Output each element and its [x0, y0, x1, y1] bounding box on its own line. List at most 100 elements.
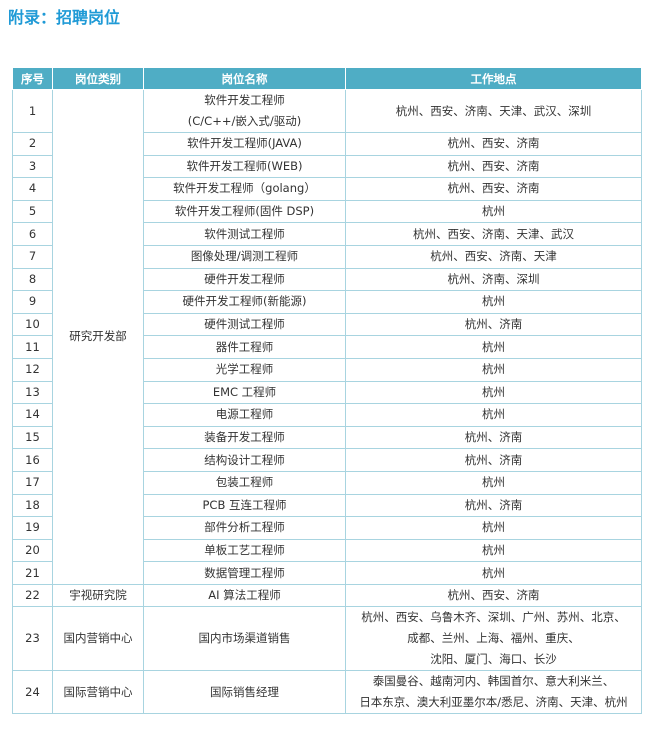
position-name: AI 算法工程师	[143, 583, 346, 608]
position-name: 国内市场渠道销售	[143, 606, 346, 672]
table-row: 20 单板工艺工程师 杭州	[12, 538, 642, 563]
row-number: 15	[12, 425, 53, 450]
position-name: 部件分析工程师	[143, 516, 346, 540]
position-name: 硬件开发工程师	[143, 267, 346, 292]
row-number: 9	[12, 290, 53, 314]
position-name: 图像处理/调测工程师	[143, 244, 346, 269]
column-header: 岗位名称	[143, 67, 346, 90]
row-number: 6	[12, 222, 53, 246]
table-row: 1 研究开发部 软件开发工程师 (C/C++/嵌入式/驱动) 杭州、西安、济南、天津、…	[12, 89, 642, 585]
work-location: 杭州、西安、济南、天津	[345, 244, 642, 269]
jobs-table: 序号 岗位类别 岗位名称 工作地点 1 研究开发部 软件开发工程师 (C/C++/嵌入式/…	[12, 67, 642, 715]
category-cell: 宇视研究院	[52, 583, 144, 608]
table-row: 4 软件开发工程师（golang） 杭州、西安、济南	[12, 177, 642, 201]
table-row: 17 包装工程师 杭州	[12, 470, 642, 495]
position-name: 电源工程师	[143, 403, 346, 427]
work-location: 泰国曼谷、越南河内、韩国首尔、意大利米兰、 日本东京、澳大利亚墨尔本/悉尼、济南…	[345, 670, 642, 715]
work-location: 杭州、西安、乌鲁木齐、深圳、广州、苏州、北京、 成都、兰州、上海、福州、重庆、 …	[345, 606, 642, 672]
header-row: 序号 岗位类别 岗位名称 工作地点	[12, 67, 642, 90]
position-name: 器件工程师	[143, 335, 346, 359]
work-location: 杭州	[345, 380, 642, 405]
table-row: 23 国内营销中心 国内市场渠道销售 杭州、西安、乌鲁木齐、深圳、广州、苏州、北京、 …	[12, 606, 642, 672]
row-number: 11	[12, 335, 53, 359]
work-location: 杭州、济南	[345, 425, 642, 450]
table-body: 1 研究开发部 软件开发工程师 (C/C++/嵌入式/驱动) 杭州、西安、济南、天津、…	[12, 89, 642, 715]
position-name: 国际销售经理	[143, 670, 346, 715]
work-location: 杭州	[345, 357, 642, 382]
position-name: 软件开发工程师(固件 DSP)	[143, 199, 346, 224]
row-number: 20	[12, 538, 53, 563]
table-row: 10 硬件测试工程师 杭州、济南	[12, 312, 642, 337]
position-name: 软件开发工程师 (C/C++/嵌入式/驱动)	[143, 89, 346, 133]
work-location: 杭州	[345, 470, 642, 495]
position-name: PCB 互连工程师	[143, 493, 346, 518]
page-title: 附录：招聘岗位	[8, 8, 121, 27]
work-location: 杭州、济南	[345, 493, 642, 518]
work-location: 杭州、西安、济南	[345, 132, 642, 156]
position-name: 光学工程师	[143, 357, 346, 382]
work-location: 杭州、西安、济南	[345, 154, 642, 179]
position-name: 软件测试工程师	[143, 222, 346, 246]
row-number: 3	[12, 154, 53, 179]
row-number: 19	[12, 516, 53, 540]
table-row: 24 国际营销中心 国际销售经理 泰国曼谷、越南河内、韩国首尔、意大利米兰、 日本东京…	[12, 670, 642, 715]
position-name: 数据管理工程师	[143, 561, 346, 585]
work-location: 杭州、济南、深圳	[345, 267, 642, 292]
category-cell: 国际营销中心	[52, 670, 144, 715]
work-location: 杭州、济南	[345, 312, 642, 337]
row-number: 16	[12, 448, 53, 472]
table-row: 15 装备开发工程师 杭州、济南	[12, 425, 642, 450]
work-location: 杭州、济南	[345, 448, 642, 472]
category-cell: 研究开发部	[52, 89, 144, 585]
row-number: 12	[12, 357, 53, 382]
work-location: 杭州、西安、济南	[345, 583, 642, 608]
row-number: 5	[12, 199, 53, 224]
row-number: 1	[12, 89, 53, 133]
work-location: 杭州	[345, 335, 642, 359]
work-location: 杭州	[345, 403, 642, 427]
table-row: 9 硬件开发工程师(新能源) 杭州	[12, 290, 642, 314]
row-number: 14	[12, 403, 53, 427]
work-location: 杭州	[345, 561, 642, 585]
table-row: 7 图像处理/调测工程师 杭州、西安、济南、天津	[12, 244, 642, 269]
work-location: 杭州、西安、济南、天津、武汉、深圳	[345, 89, 642, 133]
row-number: 21	[12, 561, 53, 585]
row-number: 23	[12, 606, 53, 672]
row-number: 13	[12, 380, 53, 405]
position-name: 软件开发工程师(JAVA)	[143, 132, 346, 156]
position-name: 硬件开发工程师(新能源)	[143, 290, 346, 314]
table-row: 12 光学工程师 杭州	[12, 357, 642, 382]
row-number: 18	[12, 493, 53, 518]
row-number: 22	[12, 583, 53, 608]
column-header: 工作地点	[345, 67, 642, 90]
table-row: 8 硬件开发工程师 杭州、济南、深圳	[12, 267, 642, 292]
table-row: 21 数据管理工程师 杭州	[12, 561, 642, 585]
column-header: 序号	[12, 67, 53, 90]
work-location: 杭州	[345, 538, 642, 563]
work-location: 杭州、西安、济南	[345, 177, 642, 201]
position-name: 软件开发工程师(WEB)	[143, 154, 346, 179]
column-header: 岗位类别	[52, 67, 144, 90]
work-location: 杭州	[345, 290, 642, 314]
row-number: 17	[12, 470, 53, 495]
table-row: 19 部件分析工程师 杭州	[12, 516, 642, 540]
table-row: 22 宇视研究院 AI 算法工程师 杭州、西安、济南	[12, 583, 642, 608]
row-number: 4	[12, 177, 53, 201]
table-row: 13 EMC 工程师 杭州	[12, 380, 642, 405]
position-name: 硬件测试工程师	[143, 312, 346, 337]
row-number: 7	[12, 244, 53, 269]
table-row: 2 软件开发工程师(JAVA) 杭州、西安、济南	[12, 132, 642, 156]
row-number: 10	[12, 312, 53, 337]
work-location: 杭州、西安、济南、天津、武汉	[345, 222, 642, 246]
row-number: 24	[12, 670, 53, 715]
row-number: 2	[12, 132, 53, 156]
work-location: 杭州	[345, 199, 642, 224]
position-name: 装备开发工程师	[143, 425, 346, 450]
category-cell: 国内营销中心	[52, 606, 144, 672]
work-location: 杭州	[345, 516, 642, 540]
position-name: 软件开发工程师（golang）	[143, 177, 346, 201]
position-name: EMC 工程师	[143, 380, 346, 405]
row-number: 8	[12, 267, 53, 292]
position-name: 结构设计工程师	[143, 448, 346, 472]
